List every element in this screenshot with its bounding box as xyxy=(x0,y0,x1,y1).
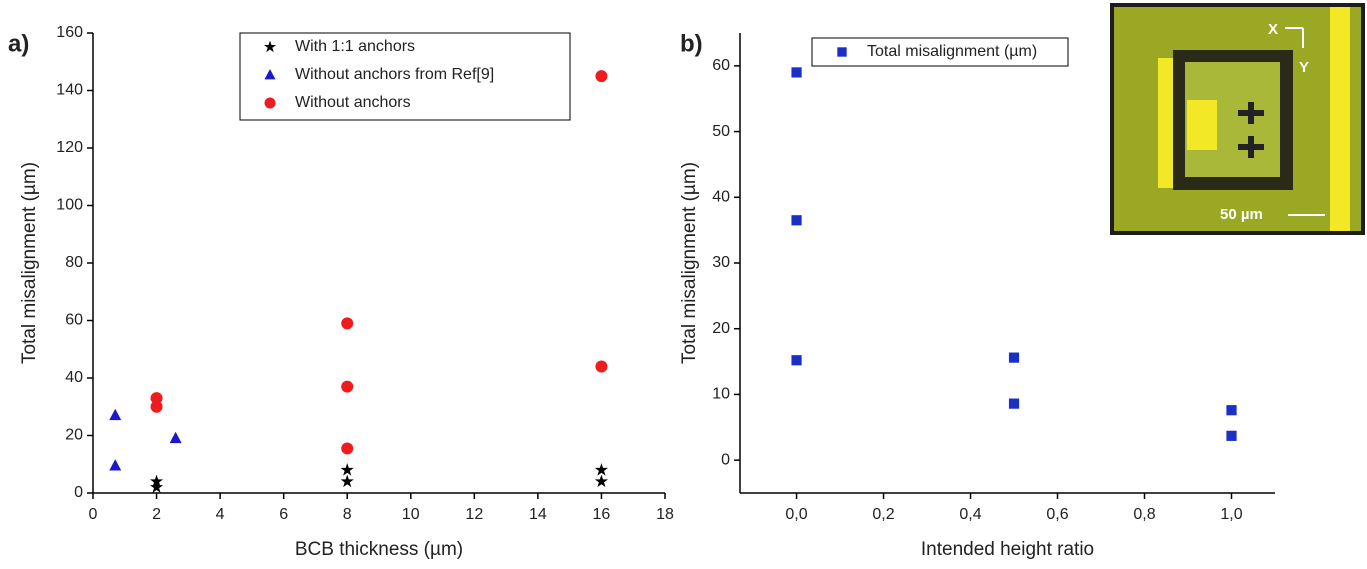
data-point xyxy=(791,355,802,366)
y-tick-label: 160 xyxy=(56,24,83,41)
y-tick-label: 20 xyxy=(65,427,83,444)
data-point xyxy=(594,474,609,488)
x-tick-label: 0,8 xyxy=(1133,506,1155,523)
x-tick-label: 0,6 xyxy=(1046,506,1068,523)
x-tick-label: 18 xyxy=(656,506,674,523)
legend-box xyxy=(811,37,1069,67)
data-point xyxy=(109,459,122,471)
legend-box xyxy=(239,32,571,121)
data-point xyxy=(1226,405,1237,416)
y-tick-label: 30 xyxy=(712,254,730,271)
panel-label: a) xyxy=(8,30,29,57)
y-axis-title: Total misalignment (µm) xyxy=(19,162,40,364)
inset-y-label: Y xyxy=(1299,59,1309,76)
legend-marker xyxy=(263,40,277,53)
legend-label: With 1:1 anchors xyxy=(295,38,415,55)
legend-label: Without anchors xyxy=(295,94,411,111)
x-tick-label: 6 xyxy=(279,506,288,523)
data-point xyxy=(341,317,354,330)
x-tick-label: 2 xyxy=(152,506,161,523)
x-tick-label: 12 xyxy=(465,506,483,523)
data-point xyxy=(595,70,608,83)
data-point xyxy=(341,442,354,455)
data-point xyxy=(791,67,802,78)
data-point xyxy=(594,463,609,476)
y-tick-label: 60 xyxy=(712,57,730,74)
inset-x-label: X xyxy=(1268,21,1278,38)
data-point xyxy=(340,474,354,488)
data-point xyxy=(149,474,164,488)
panel-label: b) xyxy=(680,30,703,57)
legend-label: Without anchors from Ref[9] xyxy=(295,66,494,83)
x-tick-label: 0,4 xyxy=(959,506,981,523)
data-point xyxy=(341,380,354,393)
y-tick-label: 140 xyxy=(56,82,83,99)
y-tick-label: 0 xyxy=(74,484,83,501)
y-axis-title: Total misalignment (µm) xyxy=(679,162,700,364)
y-tick-label: 120 xyxy=(56,139,83,156)
y-tick-label: 100 xyxy=(56,197,83,214)
data-point xyxy=(595,360,608,373)
data-point xyxy=(150,400,163,413)
legend-marker xyxy=(837,47,847,57)
data-point xyxy=(109,408,122,421)
x-tick-label: 0,2 xyxy=(872,506,894,523)
x-axis-title: Intended height ratio xyxy=(921,539,1094,560)
data-point xyxy=(1008,352,1020,363)
data-point xyxy=(791,215,802,226)
y-tick-label: 40 xyxy=(65,369,83,386)
x-tick-label: 0,0 xyxy=(785,506,807,523)
y-tick-label: 0 xyxy=(721,451,730,468)
x-axis-title: BCB thickness (µm) xyxy=(295,539,463,560)
x-tick-label: 4 xyxy=(216,506,225,523)
x-tick-label: 1,0 xyxy=(1220,506,1242,523)
legend-marker xyxy=(264,97,276,109)
data-point xyxy=(1226,430,1237,441)
x-tick-label: 10 xyxy=(402,506,420,523)
data-point xyxy=(150,392,163,405)
y-tick-label: 80 xyxy=(65,254,83,271)
x-tick-label: 16 xyxy=(593,506,611,523)
data-point xyxy=(149,480,164,493)
y-tick-label: 60 xyxy=(65,312,83,329)
legend-label: Total misalignment (µm) xyxy=(867,43,1037,60)
inset-image: X Y 50 µm xyxy=(1110,3,1365,235)
panel: 0,0 0,2 0,4 0,6 0,8 1,0 0 10 20 30 40 50 60 b) Intende… xyxy=(679,30,1275,560)
x-tick-label: 0 xyxy=(89,506,98,523)
y-tick-label: 20 xyxy=(712,320,730,337)
data-point xyxy=(340,463,354,476)
data-point xyxy=(1008,398,1020,409)
x-tick-label: 8 xyxy=(343,506,352,523)
y-tick-label: 10 xyxy=(712,386,730,403)
panel: 0 2 4 6 8 10 12 14 16 18 0 20 40 60 80 100 120 140 160 a) BC… xyxy=(8,24,674,560)
y-tick-label: 50 xyxy=(712,123,730,140)
data-point xyxy=(169,431,182,444)
y-tick-label: 40 xyxy=(712,189,730,206)
inset-scale-label: 50 µm xyxy=(1220,206,1263,223)
legend-marker xyxy=(264,68,276,80)
x-tick-label: 14 xyxy=(529,506,547,523)
